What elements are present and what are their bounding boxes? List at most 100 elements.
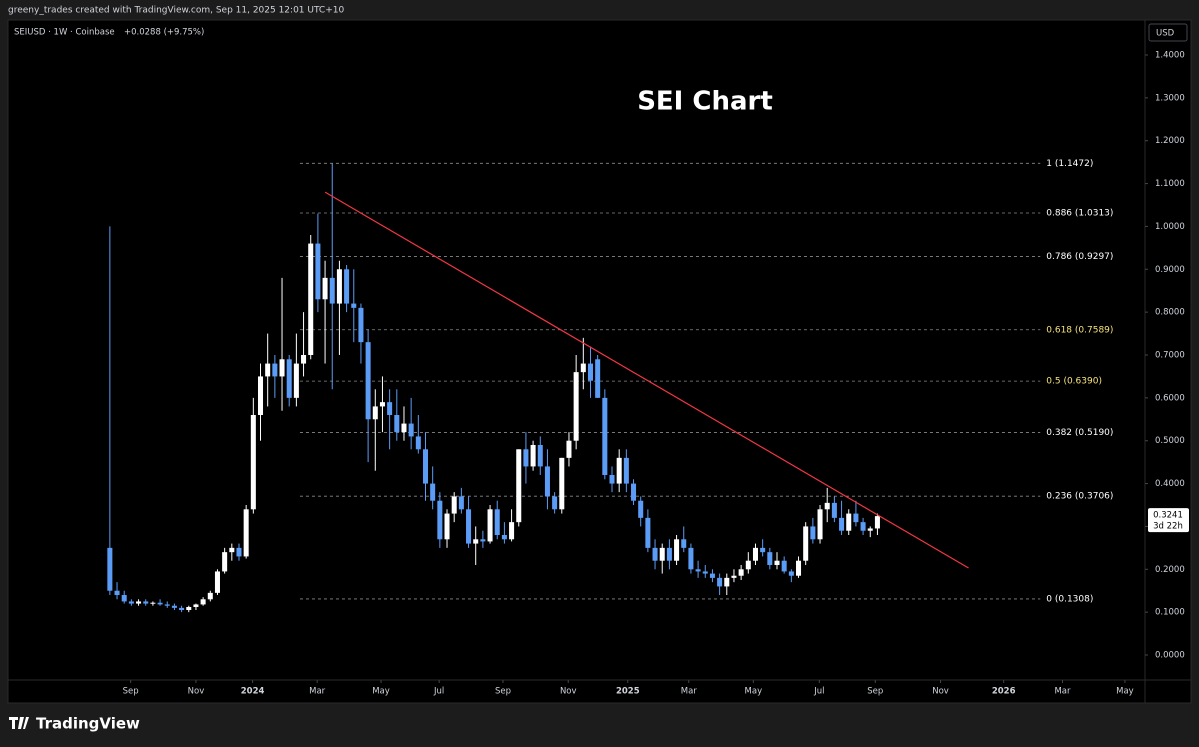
candle-body — [752, 547, 758, 561]
candle-body — [286, 359, 292, 398]
y-tick-label: 1.1000 — [1155, 179, 1185, 189]
candle-body — [437, 500, 443, 540]
candle-body — [724, 577, 730, 587]
candle-body — [846, 513, 852, 531]
candle-body — [788, 571, 794, 576]
fib-label: 0.5 (0.6390) — [1046, 377, 1102, 387]
footer-logo: TradingView — [9, 715, 140, 733]
y-tick-label: 1.0000 — [1155, 222, 1185, 232]
candle-body — [867, 528, 873, 531]
candle-body — [695, 569, 701, 572]
x-tick-label: Jul — [433, 687, 444, 697]
candle-body — [272, 363, 278, 377]
currency-box[interactable] — [1148, 23, 1188, 42]
change: +0.0288 (+9.75%) — [124, 28, 204, 38]
candle-body — [480, 539, 486, 542]
y-tick-label: 1.3000 — [1155, 93, 1185, 103]
y-tick-label: 0.4000 — [1155, 479, 1185, 489]
candle-body — [473, 539, 479, 544]
candle-body — [494, 509, 500, 536]
y-tick-label: 0.0000 — [1155, 651, 1185, 661]
candle-body — [308, 243, 314, 355]
x-tick-label: Sep — [867, 687, 883, 697]
candle-body — [530, 445, 536, 467]
y-tick-label: 0.8000 — [1155, 308, 1185, 318]
fib-label: 1 (1.1472) — [1046, 159, 1093, 169]
candle-body — [157, 602, 163, 605]
fib-label: 0.786 (0.9297) — [1046, 252, 1113, 262]
y-tick-label: 1.4000 — [1155, 50, 1185, 60]
candle-body — [659, 547, 665, 561]
candle-body — [301, 354, 307, 364]
candle-body — [810, 526, 816, 540]
candle-body — [128, 601, 134, 604]
candle-body — [336, 269, 342, 304]
x-tick-label: Nov — [932, 687, 949, 697]
candle-body — [279, 359, 285, 377]
candle-body — [193, 604, 199, 608]
candle-body — [150, 602, 156, 604]
candle-body — [430, 483, 436, 501]
candle-body — [451, 496, 457, 514]
candle-body — [422, 449, 429, 484]
candle-body — [537, 445, 543, 467]
candle-body — [415, 436, 421, 450]
fib-label: 0.886 (1.0313) — [1046, 209, 1113, 219]
candle-body — [645, 517, 651, 548]
fib-label: 0.618 (0.7589) — [1046, 325, 1113, 335]
candle-body — [401, 423, 407, 433]
candle-body — [587, 363, 593, 381]
candle-body — [293, 363, 299, 398]
x-tick-label: 2026 — [992, 687, 1016, 697]
candle-body — [774, 560, 780, 566]
candle-body — [164, 604, 170, 606]
logo-mark — [9, 717, 29, 729]
candle-body — [358, 307, 364, 343]
candle-body — [638, 500, 644, 518]
x-tick-label: Jul — [813, 687, 824, 697]
x-tick-label: May — [745, 687, 763, 697]
x-tick-label: Mar — [1054, 687, 1071, 697]
candle-body — [616, 457, 622, 484]
x-tick-label: May — [372, 687, 390, 697]
last-price: 0.3241 — [1153, 511, 1183, 521]
candle-body — [243, 509, 249, 557]
candle-body — [171, 605, 177, 608]
candle-body — [351, 303, 357, 308]
candle-body — [200, 599, 206, 605]
candle-body — [236, 547, 242, 557]
candle-body — [674, 539, 680, 561]
candle-body — [609, 475, 615, 484]
candle-body — [595, 359, 601, 398]
candle-body — [688, 547, 694, 570]
x-tick-label: Sep — [123, 687, 139, 697]
candle-body — [803, 526, 809, 561]
candle-body — [114, 590, 120, 596]
candle-body — [544, 466, 550, 497]
candle-body — [509, 522, 515, 540]
candle-body — [839, 517, 845, 531]
candle-body — [702, 571, 708, 574]
candle-body — [796, 560, 802, 576]
candle-body — [731, 575, 737, 578]
x-tick-label: May — [1116, 687, 1134, 697]
candle-body — [602, 397, 608, 476]
candle-body — [250, 415, 256, 510]
x-tick-label: Nov — [560, 687, 577, 697]
symbol-line: SEIUSD · 1W · Coinbase — [14, 28, 115, 38]
candle-body — [466, 509, 472, 544]
candle-body — [709, 573, 715, 578]
candle-body — [179, 607, 185, 611]
candle-body — [745, 560, 751, 570]
candle-body — [458, 496, 464, 510]
currency[interactable]: USD — [1156, 29, 1175, 39]
candle-body — [767, 552, 773, 566]
candle-body — [143, 601, 149, 604]
fib-label: 0.236 (0.3706) — [1046, 492, 1113, 502]
candle-body — [372, 406, 378, 420]
x-tick-label: Mar — [681, 687, 698, 697]
candle-body — [559, 457, 565, 510]
candle-body — [552, 496, 558, 510]
